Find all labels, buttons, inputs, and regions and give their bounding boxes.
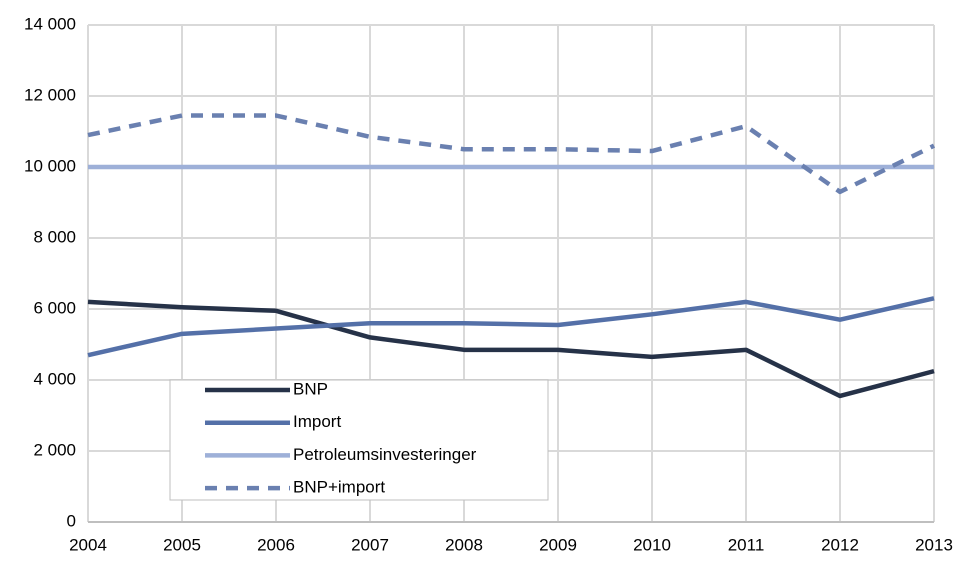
legend: BNP Import Petroleumsinvesteringer BNP+impo… bbox=[169, 379, 549, 501]
x-tick-label: 2009 bbox=[539, 535, 577, 554]
x-tick-label: 2007 bbox=[351, 535, 389, 554]
legend-label: BNP+import bbox=[293, 478, 385, 497]
y-tick-label: 6 000 bbox=[33, 298, 76, 317]
x-tick-label: 2005 bbox=[163, 535, 201, 554]
y-tick-label: 14 000 bbox=[24, 14, 76, 33]
y-tick-label: 8 000 bbox=[33, 227, 76, 246]
line-series bbox=[87, 296, 935, 358]
x-tick-label: 2006 bbox=[257, 535, 295, 554]
x-tick-label: 2004 bbox=[69, 535, 107, 554]
legend-box bbox=[169, 379, 549, 501]
y-tick-label: 2 000 bbox=[33, 440, 76, 459]
x-tick-label: 2012 bbox=[821, 535, 859, 554]
line-series bbox=[87, 299, 935, 399]
legend-label: Import bbox=[293, 412, 341, 431]
y-tick-label: 10 000 bbox=[24, 156, 76, 175]
x-tick-label: 2008 bbox=[445, 535, 483, 554]
x-tick-label: 2013 bbox=[915, 535, 953, 554]
y-tick-label: 4 000 bbox=[33, 369, 76, 388]
x-tick-label: 2011 bbox=[728, 535, 765, 554]
legend-label: Petroleumsinvesteringer bbox=[293, 445, 477, 464]
legend-label: BNP bbox=[293, 379, 328, 398]
y-tick-label: 0 bbox=[67, 511, 76, 530]
x-tick-label: 2010 bbox=[633, 535, 671, 554]
y-tick-label: 12 000 bbox=[24, 85, 76, 104]
line-series bbox=[87, 113, 935, 195]
